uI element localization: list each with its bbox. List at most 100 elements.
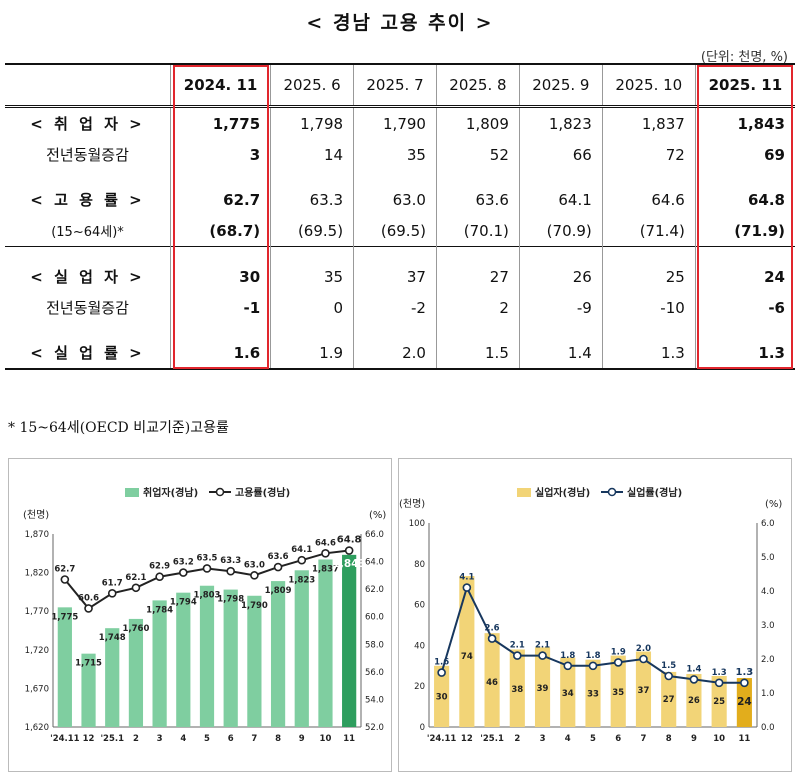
rate-data-label: 1.4 — [686, 664, 701, 674]
table-row-emp-rate: < 고 용 률 > 62.7 63.3 63.0 63.6 64.1 64.6 … — [5, 184, 795, 215]
rate-point — [297, 555, 307, 565]
y2-tick-label: 2.0 — [761, 655, 775, 665]
table-cell: 1.3 — [694, 337, 795, 370]
table-separator — [5, 246, 795, 261]
table-cell: 1,809 — [435, 106, 520, 139]
table-cell: 72 — [601, 139, 696, 170]
table-cell: 69 — [694, 139, 795, 170]
page-title: < 경남 고용 추이 > — [306, 12, 494, 34]
bar — [247, 595, 262, 727]
x-tick-label: 10 — [713, 734, 725, 744]
x-tick-label: 12 — [461, 734, 473, 744]
rate-point — [664, 671, 673, 681]
legend-line-label: 실업률(경남) — [627, 486, 682, 499]
rate-point — [613, 658, 623, 667]
bar-data-label: 1,784 — [146, 605, 173, 615]
bar-data-label: 1,775 — [51, 612, 78, 622]
table-row-employed: < 취 업 자 > 1,775 1,798 1,790 1,809 1,823 … — [5, 106, 795, 139]
rate-data-label: 1.6 — [434, 658, 449, 668]
y-tick-label: 1,670 — [25, 684, 49, 694]
table-cell: 14 — [270, 139, 354, 170]
rate-point — [84, 604, 93, 613]
rate-data-label: 64.6 — [315, 538, 336, 548]
bar — [223, 589, 238, 727]
table-cell: 1,775 — [169, 106, 271, 139]
table-spacer — [5, 170, 795, 184]
x-tick-label: 4 — [565, 734, 571, 744]
table-row-employed-yoy: 전년동월증감 3 14 35 52 66 72 69 — [5, 139, 795, 170]
table-cell: (68.7) — [169, 215, 271, 247]
table-cell: 63.6 — [435, 184, 520, 215]
table-cell: 1.4 — [518, 337, 603, 370]
x-tick-label: '24.11 — [427, 734, 457, 744]
table-cell: 1.5 — [435, 337, 520, 370]
bar — [585, 659, 601, 727]
x-tick-label: 10 — [320, 734, 332, 744]
rate-point — [321, 549, 330, 558]
bar-data-label: 1,798 — [217, 595, 244, 605]
bar — [128, 618, 144, 727]
bar-data-label: 34 — [562, 689, 574, 699]
rate-point — [179, 568, 188, 577]
table-cell: 2.0 — [353, 337, 437, 370]
x-tick-label: 7 — [641, 734, 647, 744]
y-tick-label: 60 — [414, 601, 425, 611]
rate-point — [740, 678, 749, 688]
x-tick-label: '25.1 — [480, 734, 504, 744]
row-label: 전년동월증감 — [46, 299, 129, 317]
table-cell: 52 — [435, 139, 520, 170]
x-tick-label: 11 — [343, 734, 355, 744]
x-tick-label: 4 — [180, 734, 186, 744]
bar — [635, 651, 652, 727]
bar — [661, 671, 677, 727]
table-cell: 1.3 — [601, 337, 696, 370]
column-header: 2025. 10 — [601, 63, 696, 108]
rate-data-label: 60.6 — [78, 593, 99, 603]
y2-axis-unit-label: (%) — [369, 510, 386, 521]
table-cell: -10 — [601, 292, 696, 323]
legend-bar-label: 취업자(경남) — [143, 486, 198, 499]
row-label: (15~64세)* — [51, 225, 124, 240]
bar-data-label: 35 — [612, 688, 624, 698]
bar — [686, 673, 702, 727]
bar — [509, 649, 525, 727]
bar — [199, 585, 215, 727]
unit-label: (단위: 천명, %) — [700, 50, 788, 65]
bar — [270, 581, 286, 727]
table-cell: 30 — [169, 261, 271, 292]
legend-line-marker — [215, 487, 225, 497]
rate-point — [462, 583, 472, 592]
unemployment-chart: (천명) (%) 실업자(경남) 실업률(경남) 0 20 40 60 80 100 0.0 1.0 2… — [399, 486, 782, 744]
y2-tick-label: 60.0 — [365, 613, 384, 623]
bar — [711, 676, 727, 727]
y-tick-label: 1,720 — [25, 646, 49, 656]
y-axis-unit-label: (천명) — [23, 509, 49, 521]
y2-tick-label: 4.0 — [761, 587, 775, 597]
row-label: < 취 업 자 > — [30, 115, 145, 133]
table-cell: 64.1 — [518, 184, 603, 215]
column-header: 2025. 6 — [270, 63, 354, 108]
legend-bar-label: 실업자(경남) — [535, 486, 590, 499]
table-cell: (69.5) — [270, 215, 354, 247]
rate-point — [437, 668, 446, 677]
legend-bar-swatch — [125, 488, 139, 497]
table-cell: 1.6 — [169, 337, 271, 370]
y2-tick-label: 0.0 — [761, 723, 775, 733]
bar-data-label: 27 — [663, 695, 675, 705]
rate-data-label: 2.1 — [535, 641, 550, 651]
bar-data-label: 25 — [713, 697, 725, 707]
table-row-unemployed: < 실 업 자 > 30 35 37 27 26 25 24 — [5, 261, 795, 292]
table-row-unemp-rate: < 실 업 률 > 1.6 1.9 2.0 1.5 1.4 1.3 1.3 — [5, 337, 795, 370]
employment-chart-panel: (천명) (%) 취업자(경남) 고용률(경남) 1,620 1,670 1,720 1,77… — [8, 458, 392, 772]
bar-data-label: 37 — [638, 686, 650, 696]
rate-point — [563, 661, 573, 671]
table-cell: (69.5) — [353, 215, 437, 247]
table-cell: 66 — [518, 139, 603, 170]
rate-point — [226, 566, 235, 576]
table-cell: 1,837 — [601, 106, 696, 139]
table-cell: 3 — [169, 139, 271, 170]
rate-data-label: 2.0 — [636, 644, 651, 654]
rate-point — [689, 675, 699, 684]
table-cell: -6 — [694, 292, 795, 323]
table-cell: 0 — [270, 292, 354, 323]
